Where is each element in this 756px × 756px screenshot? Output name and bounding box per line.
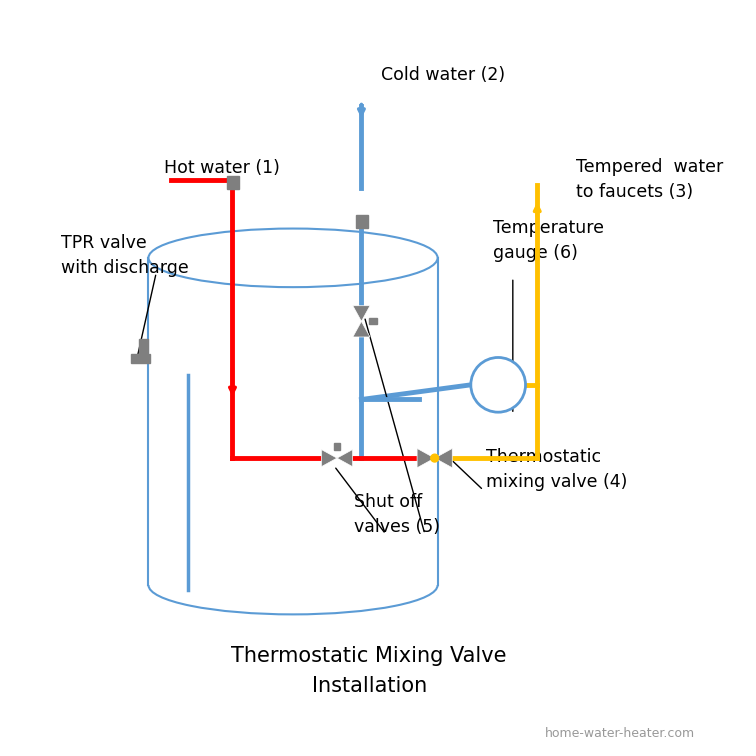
Text: Cold water (2): Cold water (2) <box>381 67 505 84</box>
Text: Tempered  water
to faucets (3): Tempered water to faucets (3) <box>576 158 723 201</box>
Bar <box>369 318 376 324</box>
Text: Hot water (1): Hot water (1) <box>164 159 280 177</box>
Text: TPR valve
with discharge: TPR valve with discharge <box>60 234 188 277</box>
Circle shape <box>471 358 525 412</box>
Polygon shape <box>337 450 352 466</box>
Bar <box>355 215 368 228</box>
Polygon shape <box>417 448 435 468</box>
Text: home-water-heater.com: home-water-heater.com <box>545 727 696 740</box>
Polygon shape <box>353 305 370 321</box>
Bar <box>227 176 240 188</box>
Circle shape <box>431 454 438 462</box>
Polygon shape <box>321 450 337 466</box>
Bar <box>138 339 148 352</box>
Text: Thermostatic Mixing Valve
Installation: Thermostatic Mixing Valve Installation <box>231 646 507 696</box>
Ellipse shape <box>148 228 438 287</box>
Text: Shut off
valves (5): Shut off valves (5) <box>354 493 439 536</box>
Bar <box>131 354 150 364</box>
Text: Temperature
gauge (6): Temperature gauge (6) <box>493 218 604 262</box>
Bar <box>334 443 340 451</box>
Polygon shape <box>353 321 370 337</box>
Polygon shape <box>435 448 452 468</box>
Text: Thermostatic
mixing valve (4): Thermostatic mixing valve (4) <box>486 448 627 491</box>
